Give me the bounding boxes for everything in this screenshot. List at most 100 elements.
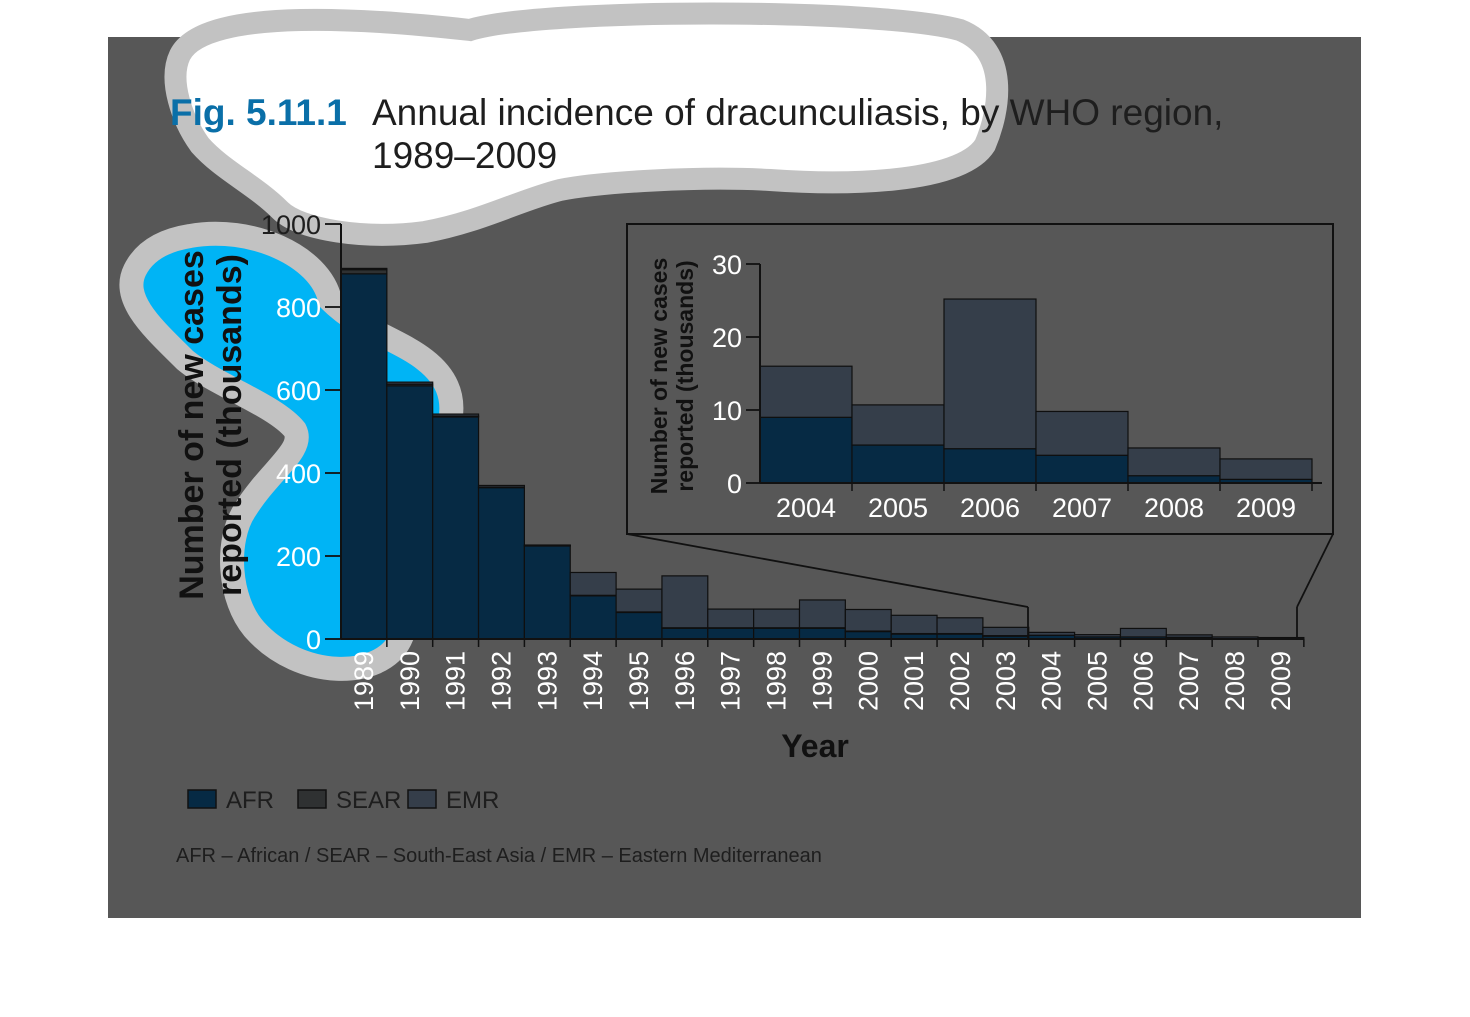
legend-swatch-emr: [407, 789, 437, 809]
inset-bars: [759, 298, 1313, 484]
x-tick-label-1999: 1999: [807, 651, 837, 711]
legend-swatch-sear: [297, 789, 327, 809]
bar-emr-1990: [386, 381, 434, 385]
y-tick-label-200: 200: [276, 542, 321, 572]
x-tick-label-1997: 1997: [716, 651, 746, 711]
x-tick-label-1994: 1994: [578, 651, 608, 711]
inset-bar-emr-2006: [943, 298, 1037, 450]
bar-afr-1998: [753, 627, 801, 640]
x-tick-label-2007: 2007: [1174, 651, 1204, 711]
main-y-axis-label-line1: Number of new cases: [173, 250, 211, 600]
bar-emr-1996: [661, 575, 709, 629]
bar-emr-2005: [1073, 634, 1122, 638]
inset-bar-emr-2007: [1035, 410, 1129, 456]
bar-emr-1992: [477, 484, 525, 488]
bar-emr-2006: [1119, 627, 1167, 638]
bar-afr-1990: [386, 385, 434, 640]
inset-chart: 2004 2005 2006 2007 2008 2009 0 10 20 30 Number o…: [626, 223, 1334, 535]
bar-emr-1997: [707, 608, 755, 629]
legend-label-sear: SEAR: [336, 787, 401, 814]
x-tick-label-1990: 1990: [395, 651, 425, 711]
bar-emr-1991: [432, 413, 480, 417]
inset-y-tick-label-30: 30: [712, 250, 742, 280]
x-tick-label-2003: 2003: [991, 651, 1021, 711]
inset-x-tick-label-2005: 2005: [868, 493, 928, 523]
x-tick-label-1998: 1998: [762, 651, 792, 711]
bar-afr-1999: [798, 627, 846, 640]
bar-emr-2004: [1028, 631, 1076, 636]
x-tick-label-1991: 1991: [441, 651, 471, 711]
bar-afr-1994: [569, 594, 617, 640]
x-tick-label-2004: 2004: [1037, 651, 1067, 711]
bar-sear-1989: [340, 269, 388, 275]
bar-afr-1997: [707, 627, 755, 640]
bar-emr-2003: [982, 626, 1030, 637]
inset-bar-emr-2009: [1219, 458, 1313, 480]
inset-y-tick-label-0: 0: [727, 469, 742, 499]
inset-y-axis-label-line1: Number of new cases: [646, 258, 672, 494]
bar-afr-1995: [615, 611, 663, 640]
x-tick-label-2006: 2006: [1128, 651, 1158, 711]
inset-x-tick-label-2004: 2004: [776, 493, 836, 523]
bar-afr-1991: [432, 416, 480, 640]
main-bars: [340, 267, 1305, 640]
bar-emr-2000: [844, 608, 892, 632]
x-tick-label-2002: 2002: [945, 651, 975, 711]
bar-afr-1993: [523, 545, 571, 640]
x-tick-label-2001: 2001: [899, 651, 929, 711]
x-tick-label-1996: 1996: [670, 651, 700, 711]
inset-connector-lines: [626, 533, 1334, 640]
legend: AFR SEAR EMR: [187, 787, 499, 814]
x-tick-label-2000: 2000: [853, 651, 883, 711]
inset-y-tick-label-10: 10: [712, 396, 742, 426]
inset-bar-emr-2005: [851, 404, 945, 446]
bar-emr-1995: [615, 588, 663, 613]
y-tick-label-400: 400: [276, 459, 321, 489]
bar-emr-1989: [340, 267, 388, 271]
inset-bar-afr-2006: [943, 448, 1037, 484]
bar-emr-1999: [798, 599, 846, 629]
inset-bar-emr-2004: [759, 365, 853, 418]
bar-afr-1996: [661, 627, 709, 640]
x-tick-label-2009: 2009: [1266, 651, 1296, 711]
figure-title-line1: Annual incidence of dracunculiasis, by W…: [372, 92, 1223, 133]
bar-emr-2007: [1165, 634, 1213, 638]
figure-title-line2: 1989–2009: [372, 135, 557, 176]
inset-axes: 2004 2005 2006 2007 2008 2009 0 10 20 30: [712, 250, 1322, 523]
x-tick-label-1993: 1993: [532, 651, 562, 711]
inset-y-axis-label-line2: reported (thousands): [672, 260, 698, 491]
inset-frame: [626, 223, 1334, 535]
bar-emr-2001: [890, 614, 938, 635]
y-tick-label-800: 800: [276, 293, 321, 323]
y-tick-label-1000: 1000: [261, 210, 321, 240]
legend-swatch-afr: [187, 789, 217, 809]
highlight-cloud-top: [164, 2, 1009, 246]
inset-bar-afr-2004: [759, 416, 853, 484]
bar-emr-1998: [753, 608, 801, 629]
main-y-axis-label-line2: reported (thousands): [211, 254, 249, 596]
inset-bar-emr-2008: [1127, 447, 1221, 477]
bar-emr-1994: [569, 571, 617, 596]
x-tick-label-1995: 1995: [624, 651, 654, 711]
legend-label-afr: AFR: [226, 787, 274, 814]
bar-afr-1992: [477, 486, 525, 640]
x-tick-label-1989: 1989: [349, 651, 379, 711]
y-tick-label-600: 600: [276, 376, 321, 406]
footnote: AFR – African / SEAR – South-East Asia /…: [176, 845, 822, 867]
inset-x-tick-label-2006: 2006: [960, 493, 1020, 523]
y-tick-label-0: 0: [306, 625, 321, 655]
main-chart: 1989 1990 1991 1992 1993 1994 1995 1996 1997 1998…: [173, 210, 1305, 764]
inset-x-tick-label-2007: 2007: [1052, 493, 1112, 523]
bar-emr-2002: [936, 617, 984, 635]
inset-x-tick-label-2009: 2009: [1236, 493, 1296, 523]
x-tick-label-2005: 2005: [1083, 651, 1113, 711]
x-tick-label-1992: 1992: [486, 651, 516, 711]
bar-afr-1989: [340, 273, 388, 640]
inset-y-tick-label-20: 20: [712, 323, 742, 353]
figure-label: Fig. 5.11.1: [170, 92, 347, 133]
x-tick-label-2008: 2008: [1220, 651, 1250, 711]
bar-afr-2000: [844, 630, 892, 640]
inset-x-tick-label-2008: 2008: [1144, 493, 1204, 523]
